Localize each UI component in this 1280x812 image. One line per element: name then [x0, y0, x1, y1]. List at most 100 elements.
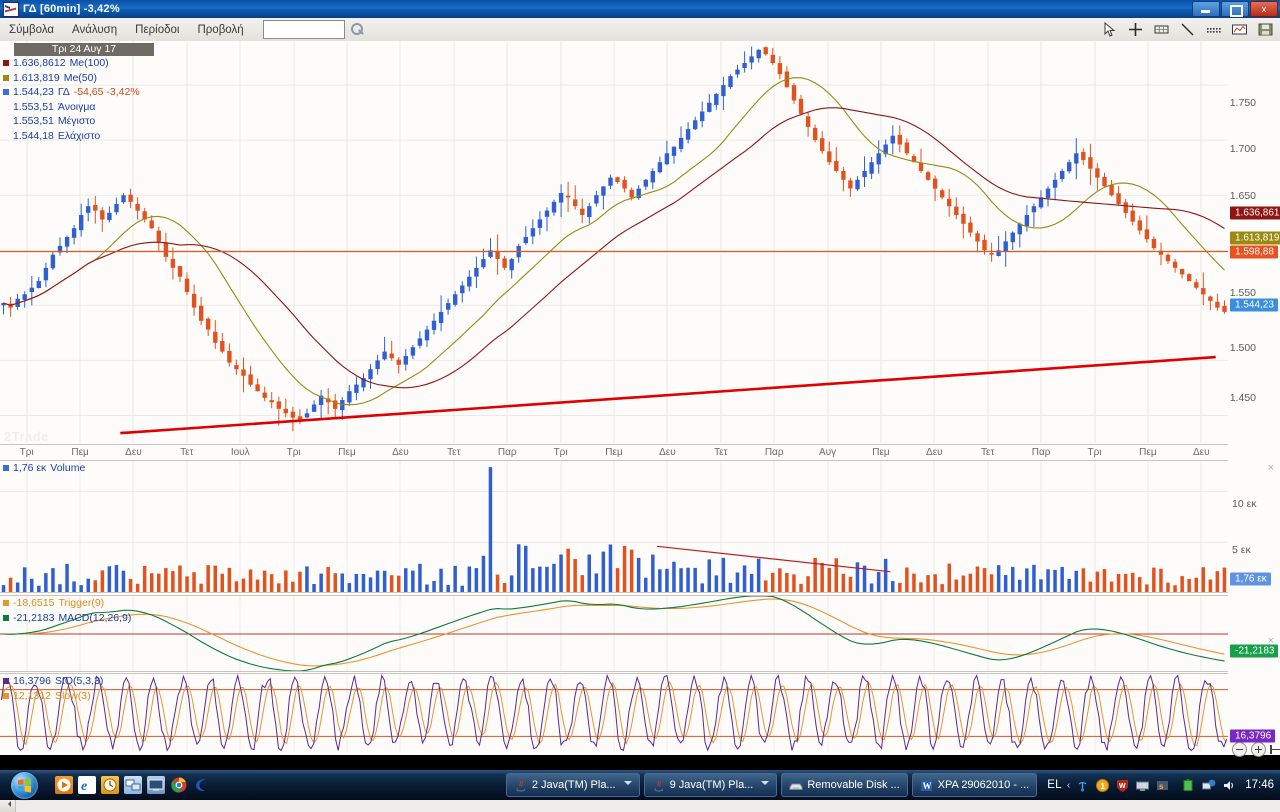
stochastic-panel[interactable]: 16,3796 StO(5,3,3) 12,1312 Slow(3) × 16,…	[0, 636, 1280, 757]
taskbar-item-removable-disk[interactable]: Removable Disk ...	[781, 773, 908, 797]
network-tray-icon[interactable]	[1201, 778, 1216, 793]
x-axis-tick: Τρι	[1087, 447, 1102, 458]
legend-row-macd: -21,2183 MACD(12,26,9)	[3, 611, 131, 626]
desktop-icon[interactable]	[147, 776, 165, 794]
tray-expand-chevron-icon[interactable]: ‹	[1066, 779, 1071, 791]
internet-explorer-icon[interactable]: e	[78, 776, 96, 794]
language-indicator[interactable]: EL	[1047, 779, 1062, 791]
legend-value-open: 1.553,51	[13, 100, 54, 113]
legend-label-low: Ελάχιστο	[57, 129, 101, 142]
volume-icon[interactable]	[1221, 778, 1236, 793]
price-tick-1450: 1.450	[1229, 392, 1256, 404]
cursor-tool-icon[interactable]	[1101, 22, 1118, 37]
swatch-sto	[3, 678, 9, 685]
monitor-icon[interactable]	[1135, 778, 1150, 793]
taskbar-item-java-2[interactable]: 2 Java(TM) Pla...	[505, 773, 640, 797]
taskbar-tasks: 2 Java(TM) Pla... 9 Java(TM) Pla... Remo…	[505, 773, 1038, 797]
macd-plot[interactable]	[0, 596, 1228, 672]
taskbar-label-removable-disk: Removable Disk ...	[807, 779, 900, 791]
chrome-icon[interactable]	[170, 776, 188, 794]
taskbar-clock[interactable]: 17:46	[1245, 779, 1274, 791]
menu-analysis[interactable]: Ανάλυση	[72, 23, 118, 36]
zoom-out-button[interactable]	[1232, 742, 1247, 757]
app-c-icon[interactable]	[193, 776, 211, 794]
menu-periods[interactable]: Περίοδοι	[135, 23, 180, 36]
price-tick-1550: 1.550	[1229, 287, 1256, 299]
legend-value-trigger: -18,6515	[13, 597, 55, 609]
chart-area[interactable]: 2Trade Τρι 24 Αυγ 17 1.636,8612 Me(100) …	[0, 41, 1280, 812]
x-axis-tick: Τρι	[553, 447, 568, 458]
windows-taskbar: e 2 Java(TM) Pla...	[0, 770, 1280, 800]
crosshair-tool-icon[interactable]	[1127, 22, 1144, 37]
legend-label-trigger: Trigger(9)	[58, 597, 105, 609]
legend-row-trigger: -18,6515 Trigger(9)	[3, 596, 131, 611]
legend-label-ma50: Me(50)	[63, 71, 97, 84]
battery-icon[interactable]	[1181, 778, 1196, 793]
stochastic-plot[interactable]	[0, 674, 1228, 752]
maximize-button[interactable]	[1221, 1, 1249, 17]
quick-launch-bar: e	[55, 776, 211, 794]
taskbar-item-java-9[interactable]: 9 Java(TM) Pla...	[643, 773, 778, 797]
x-axis-tick: Πεμ	[71, 447, 89, 458]
x-axis-tick: Τρι	[286, 447, 301, 458]
price-plot[interactable]	[0, 41, 1228, 443]
svg-text:W: W	[922, 781, 931, 791]
update-icon[interactable]: 1	[1095, 778, 1110, 793]
sound-alert-icon[interactable]: s	[1155, 778, 1170, 793]
window-title: ΓΔ [60min] -3,42%	[23, 3, 120, 15]
magnifier-icon[interactable]	[349, 22, 365, 38]
price-panel[interactable]: 2Trade Τρι 24 Αυγ 17 1.636,8612 Me(100) …	[0, 41, 1280, 458]
volume-plot[interactable]	[0, 461, 1228, 593]
volume-panel[interactable]: 1,76 εκ Volume × 10 εκ 5 εκ 1,76 εκ	[0, 460, 1280, 596]
macd-panel[interactable]: -18,6515 Trigger(9) -21,2183 MACD(12,26,…	[0, 595, 1280, 674]
legend-row-ma100: 1.636,8612 Me(100)	[3, 56, 154, 71]
x-axis-tick: Τετ	[714, 447, 728, 458]
dotted-tool-icon[interactable]	[1205, 22, 1222, 37]
x-axis-tick: Δευ	[1192, 447, 1210, 458]
close-stochastic-panel-icon[interactable]: ×	[1267, 635, 1274, 647]
legend-label-macd: MACD(12,26,9)	[58, 611, 132, 624]
chevron-down-icon[interactable]	[761, 781, 770, 789]
badge-ma50: 1.613,819	[1230, 231, 1280, 245]
badge-volume-last: 1,76 εκ	[1230, 572, 1271, 586]
close-button[interactable]: x	[1250, 1, 1278, 17]
macd-axis[interactable]: -21,2183	[1228, 596, 1280, 672]
menubar: Σύμβολα Ανάλυση Περίοδοι Προβολή	[0, 18, 1280, 42]
volume-axis[interactable]: × 10 εκ 5 εκ 1,76 εκ	[1228, 461, 1280, 593]
volume-tick-5m: 5 εκ	[1232, 544, 1251, 556]
price-axis[interactable]: 1.750 1.700 1.650 1.550 1.500 1.450 1.63…	[1228, 41, 1280, 443]
close-volume-panel-icon[interactable]: ×	[1267, 462, 1274, 474]
grid-tool-icon[interactable]	[1153, 22, 1170, 37]
x-axis-tick: Δευ	[125, 447, 142, 458]
x-axis-tick: Δευ	[926, 447, 943, 458]
stochastic-axis[interactable]: × 16,3796	[1228, 636, 1280, 757]
java-icon	[514, 779, 527, 792]
wifi-icon[interactable]	[1075, 778, 1090, 793]
minimize-button[interactable]	[1192, 1, 1220, 17]
system-tray: EL ‹ 1 W s	[1047, 778, 1274, 793]
network-icon[interactable]	[124, 776, 142, 794]
media-player-icon[interactable]	[55, 776, 73, 794]
start-button[interactable]	[1, 771, 47, 799]
zoom-in-button[interactable]	[1251, 742, 1266, 757]
taskbar-item-xpa-document[interactable]: W XPA 29062010 - ...	[911, 773, 1038, 797]
search-input[interactable]	[262, 20, 345, 39]
legend-row-high: 1.553,51 Μέγιστο	[3, 114, 154, 129]
chart-tool-icon[interactable]	[1231, 22, 1248, 37]
price-tick-1750: 1.750	[1229, 97, 1256, 109]
fit-width-button[interactable]	[1270, 745, 1280, 754]
save-tool-icon[interactable]	[1257, 22, 1274, 37]
clock-icon[interactable]	[101, 776, 119, 794]
menu-symbols[interactable]: Σύμβολα	[9, 23, 55, 36]
legend-label-open: Άνοιγμα	[57, 100, 96, 113]
trendline-tool-icon[interactable]	[1179, 22, 1196, 37]
java-icon	[652, 779, 665, 792]
legend-row-instrument: 1.544,23 ΓΔ -54,65 -3,42%	[3, 85, 154, 100]
antivirus-icon[interactable]: W	[1115, 778, 1130, 793]
badge-last-price: 1.544,23	[1230, 298, 1278, 312]
menu-view[interactable]: Προβολή	[197, 23, 244, 36]
legend-value-volume: 1,76 εκ	[13, 462, 47, 474]
chevron-down-icon[interactable]	[623, 781, 632, 789]
legend-label-volume: Volume	[50, 462, 86, 474]
